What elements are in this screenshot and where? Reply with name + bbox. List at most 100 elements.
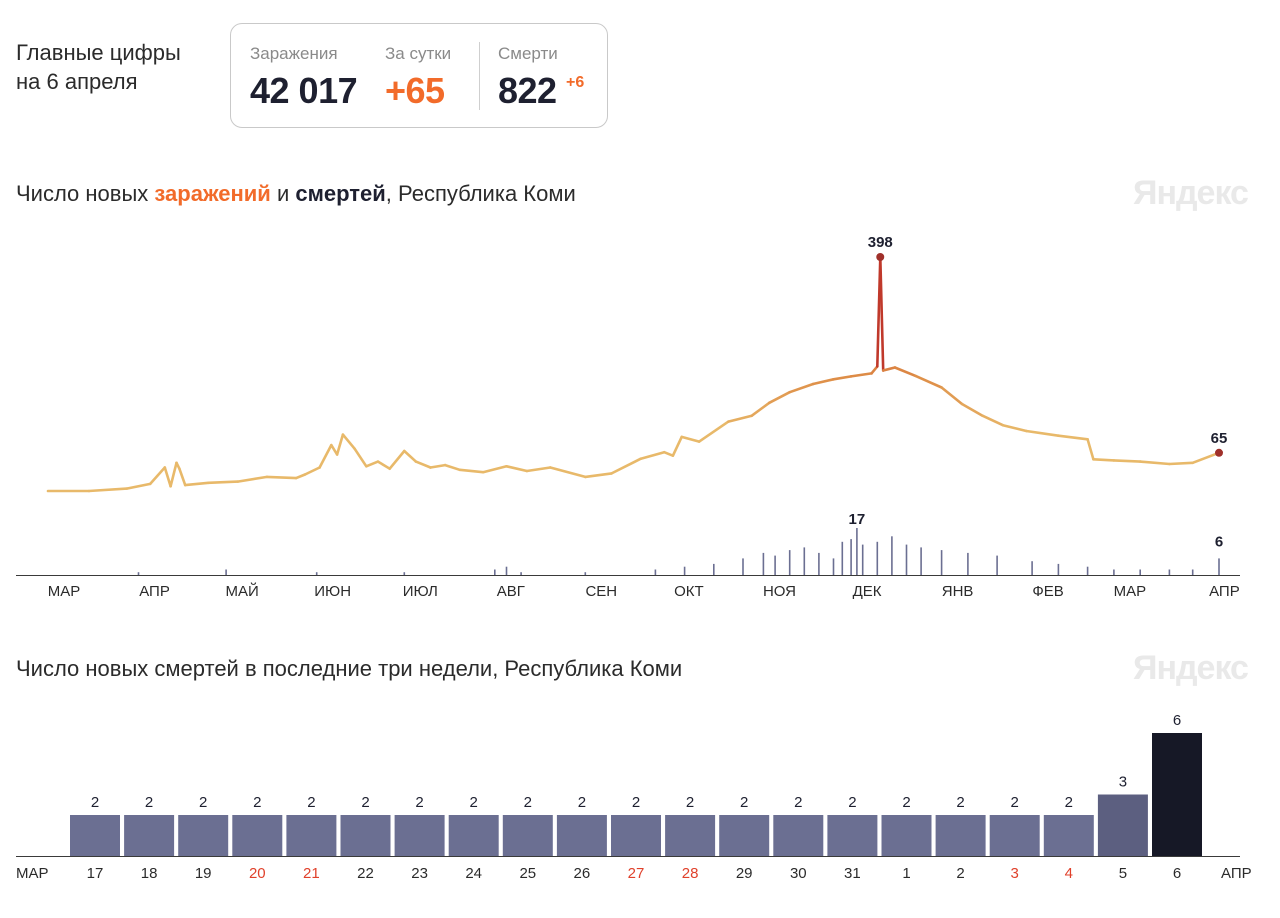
- infections-line-segment: [832, 375, 853, 381]
- x-tick-label: ИЮН: [314, 583, 351, 600]
- day-label: 30: [790, 865, 807, 882]
- death-bar: [881, 815, 932, 856]
- x-tick-label: НОЯ: [763, 583, 796, 600]
- infections-line-segment: [207, 480, 240, 485]
- deaths-bar: [762, 552, 765, 575]
- infections-line-segment: [1191, 451, 1221, 465]
- deaths-bar: [1031, 561, 1033, 575]
- day-label: 5: [1119, 865, 1127, 882]
- infections-line-segment: [341, 433, 356, 451]
- infections-line-segment: [750, 401, 771, 418]
- death-bar-value: 2: [740, 794, 748, 811]
- infections-line-segment: [662, 450, 675, 458]
- title-part-deaths: смертей: [295, 181, 386, 206]
- death-bar: [286, 815, 337, 856]
- infections-line-segment: [178, 467, 187, 487]
- stats-divider: [479, 42, 480, 110]
- infections-line-segment: [481, 464, 508, 474]
- infections-line-segment: [169, 461, 178, 488]
- month-end-label: АПР: [1221, 865, 1252, 882]
- deaths-chart-title: Число новых смертей в последние три неде…: [16, 656, 683, 681]
- x-tick-label: ЯНВ: [942, 583, 974, 600]
- infections-line-segment: [1086, 437, 1095, 461]
- infections-line-segment: [294, 473, 307, 480]
- infections-chart-title: Число новых заражений и смертей, Республ…: [16, 181, 576, 207]
- day-label: 6: [1173, 865, 1181, 882]
- deaths-bar: [996, 555, 998, 575]
- day-label: 29: [736, 865, 753, 882]
- infections-line-segment: [610, 457, 643, 475]
- infections-line-segment: [183, 481, 210, 487]
- infections-line-segment: [376, 460, 392, 471]
- deaths-delta: +6: [566, 74, 585, 91]
- x-tick-label: ОКТ: [674, 583, 704, 600]
- deaths-bar: [774, 555, 776, 575]
- deaths-bar: [1139, 569, 1141, 575]
- deaths-latest-label: 6: [1215, 533, 1223, 550]
- latest-marker: [1215, 448, 1223, 457]
- deaths-bar: [1113, 569, 1115, 575]
- x-tick-label: ФЕВ: [1032, 583, 1063, 600]
- day-label: 2: [956, 865, 964, 882]
- infections-line-segment: [548, 466, 587, 479]
- peak-marker: [876, 253, 885, 261]
- death-bar: [340, 815, 391, 856]
- infections-line-segment: [1092, 457, 1116, 462]
- deaths-bar: [818, 552, 820, 575]
- day-label: 23: [411, 865, 428, 882]
- infections-line-segment: [303, 466, 321, 476]
- peak-label: 398: [868, 234, 893, 251]
- infections-line-segment: [163, 466, 172, 488]
- deaths-bar: [1057, 563, 1060, 575]
- day-label: 31: [844, 865, 861, 882]
- death-bar: [1043, 815, 1094, 856]
- death-bar-value: 3: [1119, 774, 1127, 791]
- infections-line-segment: [1138, 460, 1171, 466]
- deaths-bar: [967, 552, 969, 575]
- deaths-bar: [940, 550, 943, 575]
- death-bar: [1152, 733, 1202, 856]
- death-bar: [1097, 794, 1148, 856]
- death-bar-value: 2: [1065, 794, 1073, 811]
- deaths-bar: [520, 572, 522, 575]
- deaths-bar: [861, 544, 864, 575]
- deaths-bar: [683, 566, 686, 575]
- x-tick-label: АПР: [139, 583, 170, 600]
- deaths-bar: [905, 544, 908, 575]
- day-label: 17: [87, 865, 104, 882]
- deaths-bar: [832, 558, 835, 575]
- infections-line-segment: [458, 468, 485, 474]
- x-tick-label: МАЙ: [225, 582, 258, 600]
- x-tick-label: АВГ: [497, 583, 525, 600]
- day-label: 18: [141, 865, 158, 882]
- deaths-bar: [1218, 558, 1220, 575]
- death-bar-value: 2: [794, 794, 802, 811]
- infections-line-segment: [429, 463, 447, 469]
- summary-title-line1: Главные цифры: [16, 40, 181, 65]
- infections-line-segment: [125, 482, 152, 490]
- day-label: 22: [357, 865, 374, 882]
- infections-line-segment: [878, 255, 885, 372]
- deaths-bar: [788, 550, 791, 575]
- death-bar-value: 2: [307, 794, 315, 811]
- title-part3: и: [270, 181, 296, 206]
- deaths-bar: [315, 572, 318, 575]
- deaths-bar: [856, 528, 858, 575]
- infections-line-segment: [893, 366, 917, 378]
- daily-value: +65: [385, 70, 445, 111]
- deaths-bar: [891, 536, 893, 575]
- deaths-bar: [1168, 569, 1171, 575]
- death-bar-value: 2: [145, 794, 153, 811]
- death-bar-value: 2: [632, 794, 640, 811]
- deaths-bar: [494, 569, 496, 575]
- death-bar-value: 2: [902, 794, 910, 811]
- infections-line-segment: [443, 463, 462, 472]
- deaths-value: 822: [498, 70, 557, 111]
- death-bar: [719, 815, 770, 856]
- death-bar-value: 2: [470, 794, 478, 811]
- yandex-watermark-1: Яндекс: [1133, 174, 1249, 212]
- day-label: 19: [195, 865, 212, 882]
- death-bar: [232, 815, 283, 856]
- death-bar: [124, 815, 175, 856]
